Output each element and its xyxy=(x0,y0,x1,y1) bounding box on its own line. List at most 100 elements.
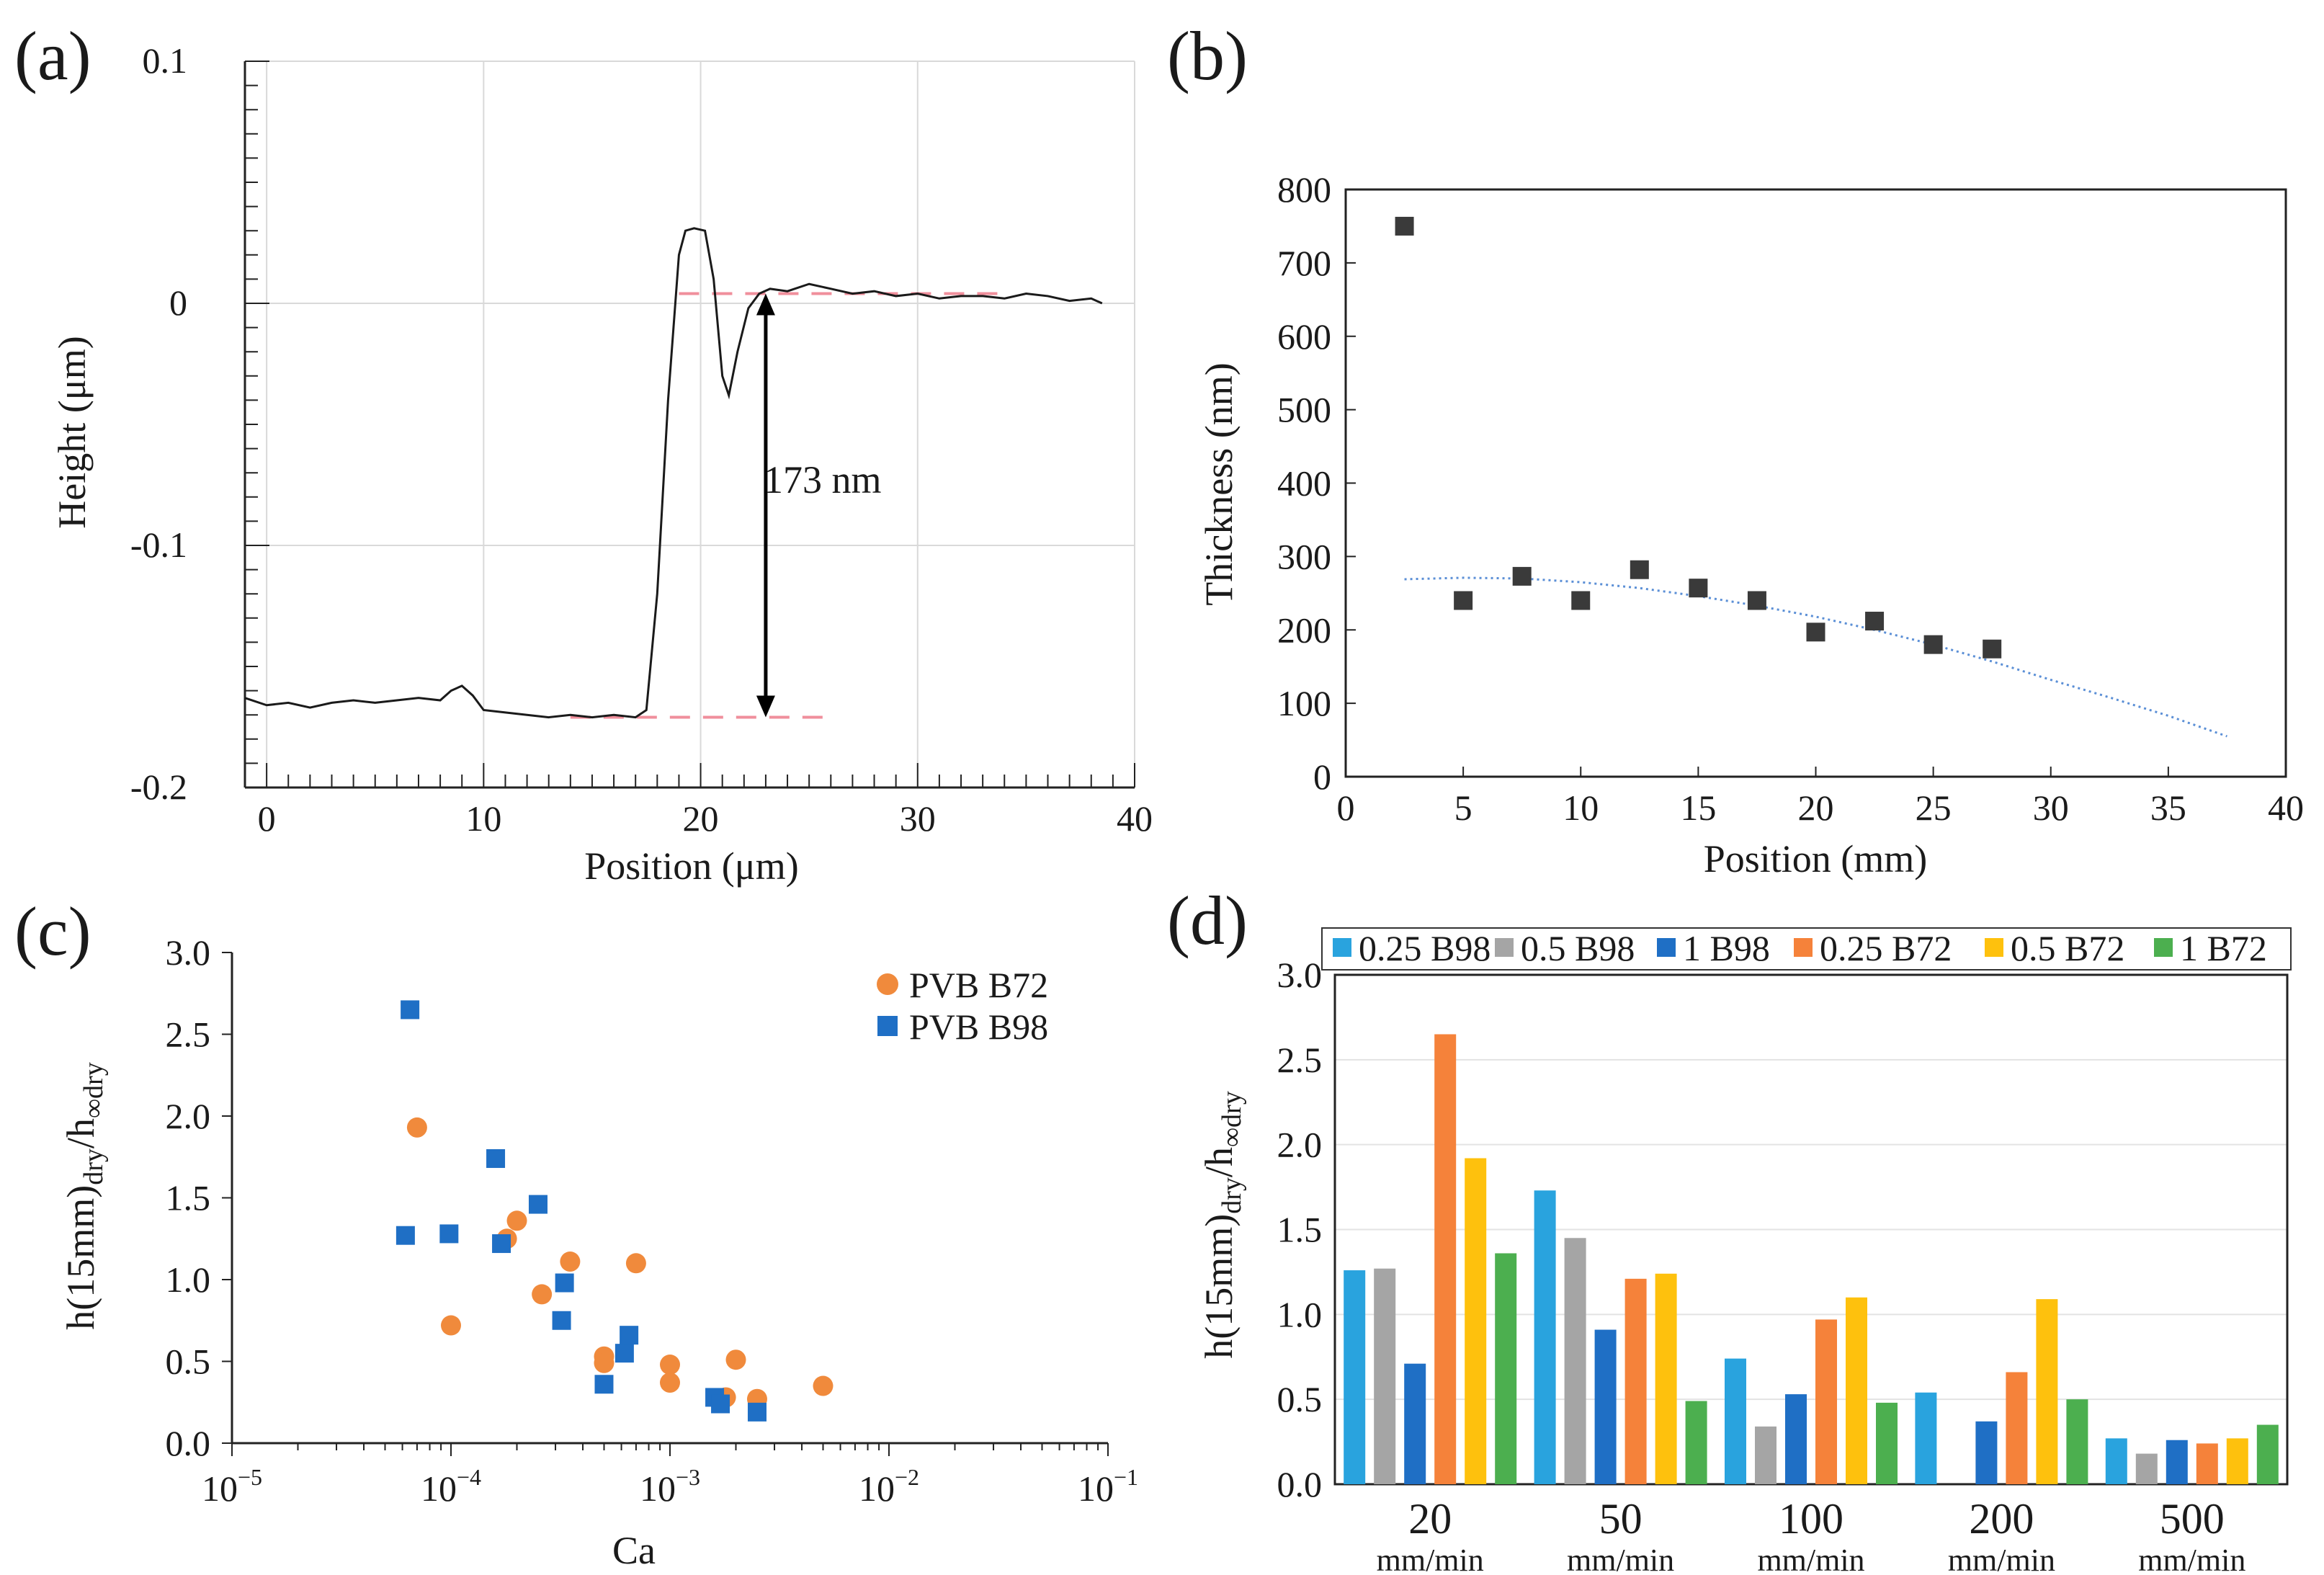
bar-2-2 xyxy=(1785,1394,1807,1484)
x-tick-base: 10 xyxy=(202,1468,238,1509)
y-tick-label-d-0: 0.0 xyxy=(1277,1464,1323,1504)
legend-label-d-2: 1 B98 xyxy=(1683,928,1770,968)
point-c-1-9 xyxy=(614,1344,634,1363)
point-b-7 xyxy=(1806,623,1825,642)
point-c-0-12 xyxy=(725,1349,746,1370)
y-tick-label-b-8: 800 xyxy=(1277,169,1331,210)
x-axis-label-b: Position (mm) xyxy=(1704,837,1928,880)
arrow-head-top xyxy=(756,293,775,316)
y-tick-label-c-4: 2.0 xyxy=(166,1096,211,1136)
bar-1-0 xyxy=(1374,1268,1396,1484)
y-tick-label-a-3: -0.2 xyxy=(130,767,187,807)
point-b-9 xyxy=(1923,635,1943,654)
y-tick-label-c-2: 1.0 xyxy=(166,1259,211,1300)
trendline-b xyxy=(1404,576,2227,738)
x-tick-label-c-3: 10−2 xyxy=(859,1464,919,1509)
y-axis-label-a: Height (μm) xyxy=(50,336,94,528)
chart-a: 0.1 0 -0.1 -0.2 0 10 20 30 40 173 nm Position (… xyxy=(50,40,1153,888)
x-tick-label-b-3: 15 xyxy=(1680,788,1716,828)
bar-2-4 xyxy=(2166,1440,2188,1484)
legend-marker-d-5 xyxy=(2154,938,2173,957)
tick-marks-c xyxy=(222,952,1109,1456)
y-axis-label-d: h(15mm)dry/h∞dry xyxy=(1197,1091,1247,1358)
legend-label-d-5: 1 B72 xyxy=(2180,928,2267,968)
point-c-0-5 xyxy=(560,1251,581,1272)
bar-0-3 xyxy=(1915,1392,1937,1484)
category-unit-0: mm/min xyxy=(1377,1543,1484,1575)
step-height-arrow xyxy=(756,293,775,718)
y-tick-label-c-0: 0.0 xyxy=(166,1423,211,1463)
point-c-0-10 xyxy=(660,1373,680,1393)
x-tick-label-a-0: 0 xyxy=(258,798,276,839)
legend-marker-d-4 xyxy=(1985,938,2003,957)
point-c-1-1 xyxy=(395,1226,415,1245)
bar-2-1 xyxy=(1594,1329,1617,1484)
point-c-1-0 xyxy=(401,1000,420,1019)
bar-5-1 xyxy=(1685,1401,1707,1484)
point-b-8 xyxy=(1865,612,1885,631)
step-height-annotation: 173 nm xyxy=(764,458,882,501)
point-b-5 xyxy=(1689,579,1708,598)
bar-3-4 xyxy=(2196,1443,2218,1484)
legend-label-d-3: 0.25 B72 xyxy=(1820,928,1952,968)
bar-0-2 xyxy=(1725,1358,1746,1484)
plot-frame-b xyxy=(1344,188,2287,778)
chart-b: 0 100 200 300 400 500 600 700 800 0 5 10 15 20 25 30 35… xyxy=(1197,169,2304,880)
legend-d: 0.25 B98 0.5 B98 1 B98 0.25 B72 0.5 B72 1 B72 xyxy=(1321,927,2292,971)
panel-label-b: (b) xyxy=(1167,17,1248,94)
panel-label-a: (a) xyxy=(14,17,91,94)
legend-c: PVB B72 PVB B98 xyxy=(877,965,1048,1047)
category-labels-d: 20mm/min50mm/min100mm/min200mm/min500mm/… xyxy=(1377,1495,2246,1575)
category-label-0: 20 xyxy=(1408,1495,1452,1543)
x-tick-label-b-7: 35 xyxy=(2150,788,2186,828)
legend-marker-d-1 xyxy=(1495,938,1514,957)
data-points-b xyxy=(1395,216,2002,659)
bar-1-2 xyxy=(1755,1426,1776,1484)
point-c-1-2 xyxy=(439,1224,459,1244)
bar-5-4 xyxy=(2256,1424,2279,1484)
x-tick-base: 10 xyxy=(640,1468,676,1509)
y-tick-label-d-2: 1.0 xyxy=(1277,1294,1323,1334)
y-minor-ticks-a xyxy=(245,61,269,788)
x-axis-label-c: Ca xyxy=(612,1529,656,1572)
legend-marker-pvb-b98 xyxy=(877,1016,898,1036)
x-tick-label-c-4: 10−1 xyxy=(1078,1464,1138,1509)
point-c-0-1 xyxy=(441,1315,461,1336)
y-tick-label-d-5: 2.5 xyxy=(1277,1040,1323,1080)
point-c-0-4 xyxy=(532,1284,553,1305)
bar-4-0 xyxy=(1465,1158,1487,1484)
point-b-4 xyxy=(1630,560,1649,579)
category-unit-4: mm/min xyxy=(2138,1543,2245,1575)
point-c-0-3 xyxy=(506,1210,527,1231)
legend-marker-pvb-b72 xyxy=(877,973,898,995)
point-b-6 xyxy=(1747,591,1766,610)
bar-4-2 xyxy=(1846,1297,1867,1484)
point-c-0-9 xyxy=(660,1355,680,1375)
point-b-3 xyxy=(1571,591,1591,610)
bars-d xyxy=(1344,1034,2279,1484)
point-b-1 xyxy=(1454,591,1473,610)
legend-label-d-4: 0.5 B72 xyxy=(2011,928,2124,968)
profile-line xyxy=(244,227,1103,719)
bar-4-3 xyxy=(2036,1299,2058,1484)
y-tick-labels-a: 0.1 0 -0.1 -0.2 xyxy=(130,40,187,807)
bar-3-1 xyxy=(1624,1278,1647,1484)
x-tick-label-a-4: 40 xyxy=(1117,798,1153,839)
x-tick-label-c-0: 10−5 xyxy=(202,1464,262,1509)
bar-2-3 xyxy=(1975,1421,1998,1484)
y-tick-label-c-1: 0.5 xyxy=(166,1342,211,1382)
x-tick-labels-b: 0 5 10 15 20 25 30 35 40 xyxy=(1337,788,2305,828)
x-tick-label-b-8: 40 xyxy=(2268,788,2304,828)
bar-3-3 xyxy=(2006,1372,2028,1484)
y-tick-label-b-5: 500 xyxy=(1277,390,1331,430)
category-label-4: 500 xyxy=(2160,1495,2225,1543)
tick-marks-b xyxy=(1345,189,2287,777)
panel-label-c: (c) xyxy=(14,893,91,970)
y-tick-label-b-6: 600 xyxy=(1277,316,1331,357)
point-c-1-5 xyxy=(528,1195,548,1214)
legend-marker-d-3 xyxy=(1794,938,1813,957)
legend-label-pvb-b72: PVB B72 xyxy=(909,965,1048,1005)
x-tick-exponent: −2 xyxy=(895,1464,919,1490)
bar-0-1 xyxy=(1534,1190,1556,1484)
x-tick-label-c-2: 10−3 xyxy=(640,1464,700,1509)
